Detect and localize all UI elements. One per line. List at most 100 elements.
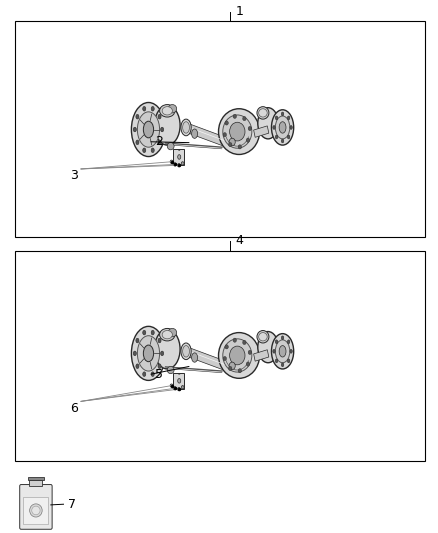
- Ellipse shape: [131, 102, 166, 157]
- Ellipse shape: [133, 351, 136, 356]
- Ellipse shape: [131, 326, 166, 381]
- Ellipse shape: [174, 387, 176, 389]
- Circle shape: [223, 133, 226, 137]
- Ellipse shape: [161, 127, 164, 132]
- Ellipse shape: [136, 338, 139, 343]
- Ellipse shape: [143, 330, 146, 335]
- Ellipse shape: [178, 378, 181, 383]
- Ellipse shape: [138, 112, 159, 147]
- Polygon shape: [254, 350, 269, 361]
- Ellipse shape: [276, 359, 278, 363]
- Bar: [23, 497, 49, 523]
- Circle shape: [233, 338, 237, 342]
- Ellipse shape: [181, 161, 184, 165]
- Text: 3: 3: [70, 169, 78, 182]
- Ellipse shape: [287, 359, 290, 363]
- Ellipse shape: [259, 333, 267, 341]
- Circle shape: [225, 121, 228, 125]
- Ellipse shape: [151, 107, 154, 111]
- Ellipse shape: [276, 116, 278, 120]
- Ellipse shape: [171, 161, 172, 163]
- Ellipse shape: [167, 142, 174, 150]
- Text: 1: 1: [235, 5, 243, 18]
- Ellipse shape: [151, 148, 154, 152]
- Ellipse shape: [143, 148, 146, 152]
- Ellipse shape: [279, 345, 286, 357]
- Bar: [15, 251, 425, 461]
- Circle shape: [243, 117, 246, 120]
- Ellipse shape: [173, 163, 177, 166]
- Ellipse shape: [273, 126, 275, 130]
- Ellipse shape: [143, 372, 146, 376]
- Ellipse shape: [178, 389, 180, 390]
- Ellipse shape: [257, 107, 269, 119]
- Bar: [28, 477, 44, 480]
- Ellipse shape: [177, 164, 180, 167]
- Ellipse shape: [168, 328, 177, 337]
- Ellipse shape: [143, 107, 146, 111]
- Ellipse shape: [273, 350, 275, 353]
- Ellipse shape: [143, 345, 154, 362]
- Ellipse shape: [258, 108, 278, 139]
- Ellipse shape: [182, 386, 184, 388]
- Ellipse shape: [219, 333, 259, 378]
- Ellipse shape: [290, 126, 292, 130]
- Ellipse shape: [257, 330, 269, 343]
- Ellipse shape: [281, 139, 284, 143]
- Circle shape: [246, 362, 250, 366]
- Circle shape: [233, 114, 237, 118]
- Ellipse shape: [281, 112, 284, 116]
- Ellipse shape: [223, 115, 252, 148]
- FancyBboxPatch shape: [173, 149, 184, 165]
- Ellipse shape: [290, 350, 292, 353]
- Circle shape: [229, 138, 235, 146]
- Ellipse shape: [158, 115, 161, 119]
- Polygon shape: [185, 347, 226, 370]
- Ellipse shape: [170, 384, 173, 387]
- Ellipse shape: [276, 340, 290, 363]
- Ellipse shape: [191, 353, 198, 362]
- Ellipse shape: [183, 345, 190, 357]
- Circle shape: [248, 126, 251, 131]
- Circle shape: [238, 369, 242, 373]
- Text: 5: 5: [155, 368, 163, 381]
- Text: 2: 2: [155, 135, 163, 148]
- Ellipse shape: [281, 363, 284, 367]
- Ellipse shape: [287, 116, 290, 120]
- Ellipse shape: [136, 364, 139, 368]
- Ellipse shape: [219, 109, 259, 155]
- Circle shape: [229, 366, 232, 370]
- Ellipse shape: [161, 351, 164, 356]
- Ellipse shape: [30, 504, 42, 517]
- Ellipse shape: [258, 332, 278, 363]
- Ellipse shape: [276, 340, 278, 344]
- Ellipse shape: [287, 340, 290, 344]
- Ellipse shape: [191, 129, 198, 139]
- Ellipse shape: [158, 338, 161, 343]
- Ellipse shape: [167, 366, 174, 374]
- Bar: [29, 480, 42, 486]
- Ellipse shape: [174, 164, 176, 165]
- Text: 6: 6: [70, 402, 78, 415]
- Ellipse shape: [183, 122, 190, 133]
- Ellipse shape: [272, 110, 293, 145]
- Ellipse shape: [151, 330, 154, 335]
- Ellipse shape: [158, 140, 161, 144]
- Text: 4: 4: [235, 235, 243, 247]
- Ellipse shape: [143, 121, 154, 138]
- Polygon shape: [185, 123, 226, 147]
- Circle shape: [229, 362, 235, 369]
- FancyBboxPatch shape: [20, 484, 52, 529]
- Ellipse shape: [178, 165, 180, 166]
- Ellipse shape: [162, 330, 173, 339]
- Ellipse shape: [272, 334, 293, 369]
- Ellipse shape: [223, 339, 252, 372]
- Ellipse shape: [276, 135, 278, 139]
- Circle shape: [238, 145, 242, 149]
- Circle shape: [225, 345, 228, 349]
- Ellipse shape: [155, 329, 180, 369]
- Ellipse shape: [181, 343, 191, 360]
- Ellipse shape: [287, 135, 290, 139]
- FancyBboxPatch shape: [173, 373, 184, 389]
- Ellipse shape: [177, 387, 180, 391]
